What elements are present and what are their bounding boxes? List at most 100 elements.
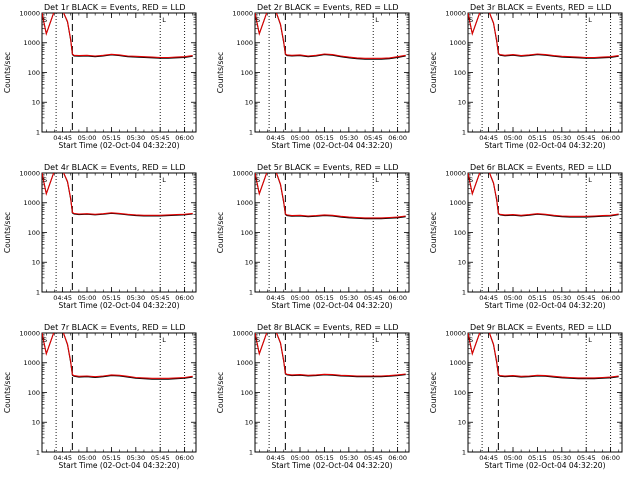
- y-tick-label: 1: [462, 128, 466, 136]
- y-tick-label: 10: [32, 259, 40, 267]
- series-line-lld: [468, 13, 619, 59]
- series-line-lld: [255, 333, 406, 377]
- panel-title: Det 6r BLACK = Events, RED = LLD: [470, 163, 612, 172]
- y-tick-label: 100: [28, 69, 40, 77]
- y-tick-label: 1: [249, 128, 253, 136]
- y-tick-label: 10000: [232, 329, 253, 337]
- y-axis-label: Counts/sec: [216, 212, 225, 253]
- x-tick-label: 05:15: [102, 454, 121, 462]
- y-tick-label: 100: [454, 69, 466, 77]
- panel-det-9: Det 9r BLACK = Events, RED = LLD 1 10 100 10…: [429, 323, 623, 470]
- x-tick-label: 04:45: [53, 134, 72, 142]
- legend-mark-l: L: [588, 336, 592, 344]
- panel-det-3: Det 3r BLACK = Events, RED = LLD 1 10 100 10…: [429, 3, 623, 150]
- legend-mark-s: S: [43, 336, 47, 344]
- panel-det-1: Det 1r BLACK = Events, RED = LLD 1 10 100 10…: [3, 3, 197, 150]
- x-tick-label: 05:15: [315, 454, 334, 462]
- panel-det-6: Det 6r BLACK = Events, RED = LLD 1 10 100 10…: [429, 163, 623, 310]
- series-group: [255, 13, 406, 60]
- y-tick-label: 100: [241, 229, 253, 237]
- x-tick-label: 05:45: [151, 134, 170, 142]
- legend-mark-l: L: [375, 16, 379, 24]
- x-tick-label: 06:00: [388, 294, 407, 302]
- y-tick-label: 1: [249, 448, 253, 456]
- y-tick-label: 1000: [236, 39, 253, 47]
- plot-frame: [467, 172, 623, 293]
- plot-frame: [467, 332, 623, 453]
- series-line-lld: [42, 13, 193, 59]
- x-tick-label: 05:00: [291, 454, 310, 462]
- x-tick-label: 05:00: [78, 294, 97, 302]
- series-line-events: [468, 13, 619, 59]
- legend-mark-l: L: [375, 176, 379, 184]
- x-tick-label: 05:45: [364, 134, 383, 142]
- y-tick-label: 1000: [23, 39, 40, 47]
- panel-det-2: Det 2r BLACK = Events, RED = LLD 1 10 100 10…: [216, 3, 410, 150]
- x-tick-label: 05:30: [552, 134, 571, 142]
- y-tick-label: 1000: [23, 199, 40, 207]
- panel-title: Det 5r BLACK = Events, RED = LLD: [257, 163, 399, 172]
- y-tick-label: 1: [462, 288, 466, 296]
- legend-mark-s: S: [469, 176, 473, 184]
- x-axis-label: Start Time (02-Oct-04 04:32:20): [484, 141, 605, 150]
- x-axis-label: Start Time (02-Oct-04 04:32:20): [484, 301, 605, 310]
- y-tick-label: 100: [454, 389, 466, 397]
- y-tick-label: 1000: [449, 359, 466, 367]
- x-tick-label: 05:15: [315, 134, 334, 142]
- x-tick-label: 05:45: [151, 294, 170, 302]
- panel-title: Det 9r BLACK = Events, RED = LLD: [470, 323, 612, 332]
- series-line-lld: [42, 173, 193, 216]
- series-group: [255, 173, 406, 220]
- y-tick-label: 100: [28, 229, 40, 237]
- x-axis-label: Start Time (02-Oct-04 04:32:20): [58, 461, 179, 470]
- legend-mark-s: S: [469, 16, 473, 24]
- panel-title: Det 7r BLACK = Events, RED = LLD: [44, 323, 186, 332]
- x-tick-label: 05:15: [528, 454, 547, 462]
- x-tick-label: 05:00: [78, 454, 97, 462]
- y-tick-label: 10: [458, 419, 466, 427]
- x-tick-label: 04:45: [266, 294, 285, 302]
- panel-title: Det 8r BLACK = Events, RED = LLD: [257, 323, 399, 332]
- y-axis-label: Counts/sec: [3, 212, 12, 253]
- plot-frame: [254, 332, 410, 453]
- y-tick-label: 10: [245, 419, 253, 427]
- legend-mark-l: L: [375, 336, 379, 344]
- y-tick-label: 1000: [236, 199, 253, 207]
- y-tick-label: 10000: [445, 329, 466, 337]
- series-group: [42, 333, 193, 380]
- x-tick-label: 04:45: [479, 134, 498, 142]
- x-tick-label: 05:45: [364, 454, 383, 462]
- series-line-lld: [255, 13, 406, 59]
- x-tick-label: 05:30: [126, 454, 145, 462]
- x-axis-label: Start Time (02-Oct-04 04:32:20): [484, 461, 605, 470]
- x-tick-label: 04:45: [53, 294, 72, 302]
- legend-mark-s: S: [256, 176, 260, 184]
- y-axis-label: Counts/sec: [216, 372, 225, 413]
- y-tick-label: 10000: [19, 169, 40, 177]
- x-tick-label: 05:15: [102, 134, 121, 142]
- x-tick-label: 06:00: [388, 134, 407, 142]
- panel-det-7: Det 7r BLACK = Events, RED = LLD 1 10 100 10…: [3, 323, 197, 470]
- series-line-lld: [42, 333, 193, 379]
- legend-mark-s: S: [469, 336, 473, 344]
- x-tick-label: 05:45: [577, 294, 596, 302]
- y-axis-label: Counts/sec: [216, 52, 225, 93]
- plot-frame: [467, 12, 623, 133]
- x-tick-label: 05:30: [339, 134, 358, 142]
- y-tick-label: 10000: [19, 329, 40, 337]
- y-tick-label: 10: [458, 99, 466, 107]
- x-axis-label: Start Time (02-Oct-04 04:32:20): [58, 141, 179, 150]
- series-line-events: [255, 333, 406, 378]
- x-tick-label: 05:45: [364, 294, 383, 302]
- series-line-events: [468, 173, 619, 218]
- y-axis-label: Counts/sec: [429, 212, 438, 253]
- y-tick-label: 1: [36, 288, 40, 296]
- x-tick-label: 06:00: [175, 294, 194, 302]
- x-tick-label: 05:00: [504, 454, 523, 462]
- y-axis-label: Counts/sec: [429, 52, 438, 93]
- legend-mark-s: S: [256, 336, 260, 344]
- y-tick-label: 10000: [445, 169, 466, 177]
- y-tick-label: 10000: [232, 169, 253, 177]
- x-tick-label: 05:30: [552, 294, 571, 302]
- legend-mark-l: L: [162, 16, 166, 24]
